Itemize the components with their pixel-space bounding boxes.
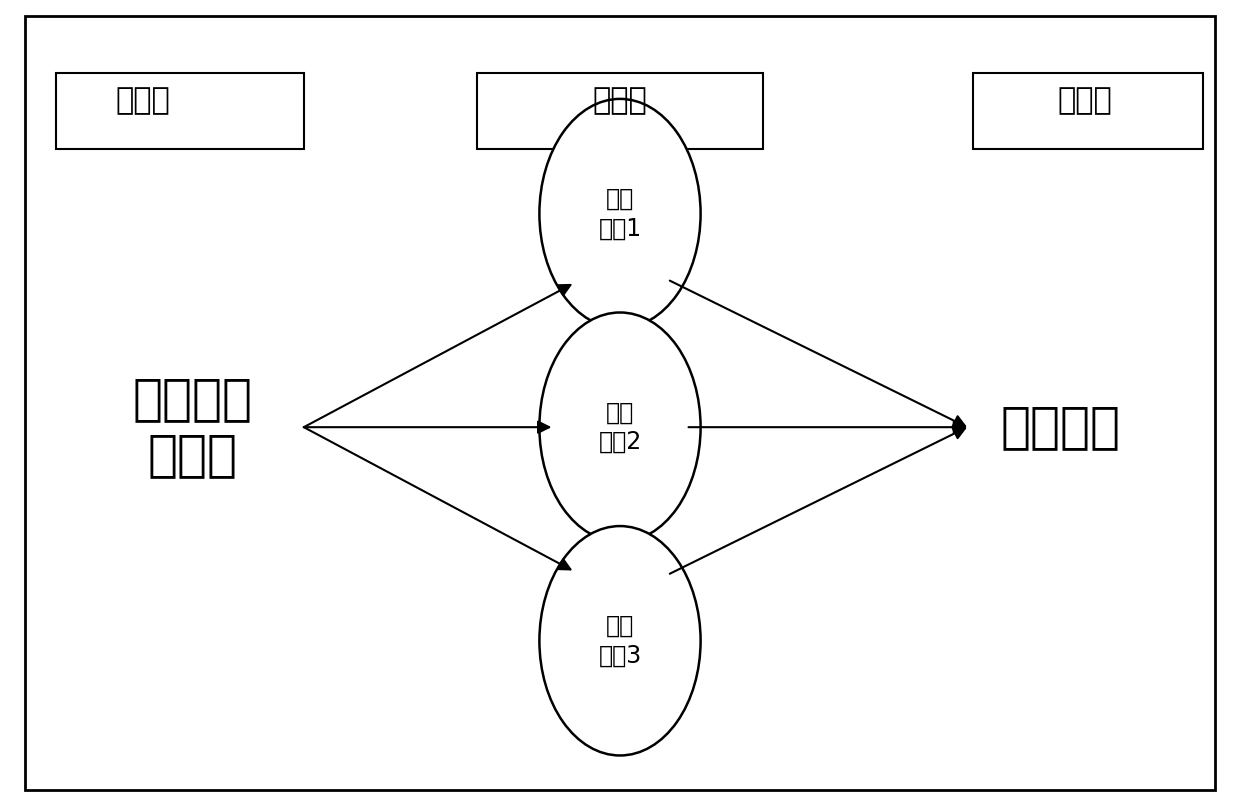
FancyBboxPatch shape	[56, 73, 304, 149]
Text: 隐藏层: 隐藏层	[593, 86, 647, 115]
Text: 隐藏
节点3: 隐藏 节点3	[599, 614, 641, 667]
Text: 蒸发器中
间温度: 蒸发器中 间温度	[133, 376, 252, 479]
Text: 输入层: 输入层	[115, 86, 170, 115]
Ellipse shape	[539, 526, 701, 755]
Text: 隐藏
节点1: 隐藏 节点1	[599, 187, 641, 240]
FancyBboxPatch shape	[25, 16, 1215, 790]
Text: 隐藏
节点2: 隐藏 节点2	[599, 401, 641, 454]
FancyBboxPatch shape	[973, 73, 1203, 149]
Ellipse shape	[539, 99, 701, 328]
Text: 出风温度: 出风温度	[1001, 403, 1120, 451]
Ellipse shape	[539, 313, 701, 542]
FancyBboxPatch shape	[477, 73, 763, 149]
Text: 输出层: 输出层	[1058, 86, 1112, 115]
